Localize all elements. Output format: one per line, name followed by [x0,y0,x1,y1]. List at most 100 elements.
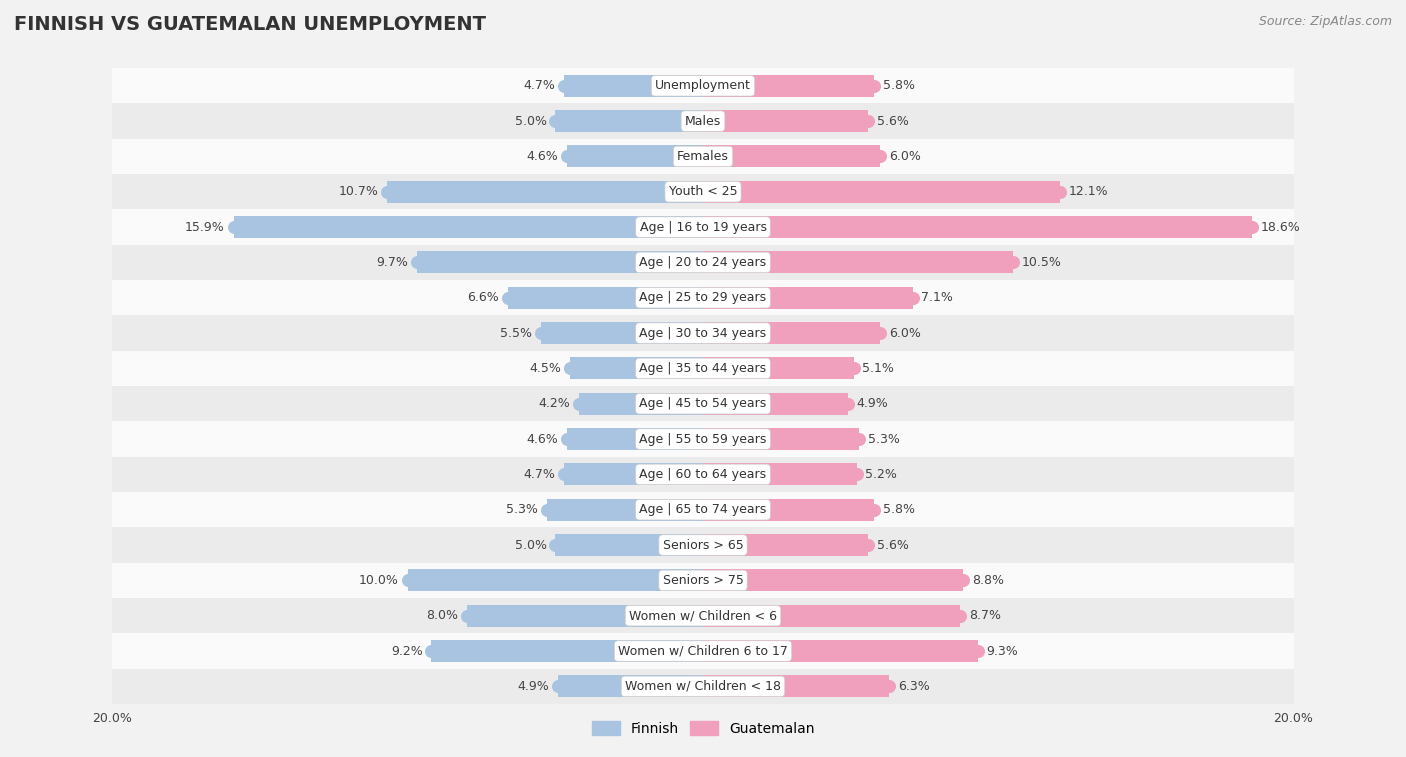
Text: Males: Males [685,114,721,128]
Bar [564,75,703,97]
Bar [567,145,703,167]
Text: Seniors > 75: Seniors > 75 [662,574,744,587]
Text: 9.7%: 9.7% [375,256,408,269]
Text: 5.5%: 5.5% [499,326,531,340]
Text: 8.7%: 8.7% [969,609,1001,622]
Text: 4.7%: 4.7% [523,468,555,481]
FancyBboxPatch shape [112,280,1294,316]
Bar [233,217,703,238]
Text: Women w/ Children < 18: Women w/ Children < 18 [626,680,780,693]
Text: 10.5%: 10.5% [1022,256,1062,269]
Text: 5.1%: 5.1% [862,362,894,375]
Bar [703,322,880,344]
Text: 5.3%: 5.3% [506,503,537,516]
Bar [703,251,1012,273]
Text: Women w/ Children < 6: Women w/ Children < 6 [628,609,778,622]
Text: Age | 65 to 74 years: Age | 65 to 74 years [640,503,766,516]
Bar [703,569,963,591]
Bar [703,217,1253,238]
Bar [555,534,703,556]
Text: FINNISH VS GUATEMALAN UNEMPLOYMENT: FINNISH VS GUATEMALAN UNEMPLOYMENT [14,15,486,34]
Bar [703,463,856,485]
Text: 8.8%: 8.8% [972,574,1004,587]
FancyBboxPatch shape [112,174,1294,210]
Text: 6.6%: 6.6% [468,291,499,304]
Bar [703,145,880,167]
Text: 5.6%: 5.6% [877,114,910,128]
Bar [579,393,703,415]
Text: Age | 60 to 64 years: Age | 60 to 64 years [640,468,766,481]
FancyBboxPatch shape [112,210,1294,245]
Bar [432,640,703,662]
Bar [703,287,912,309]
Text: Youth < 25: Youth < 25 [669,185,737,198]
Bar [508,287,703,309]
FancyBboxPatch shape [112,492,1294,528]
Bar [558,675,703,697]
Text: Age | 30 to 34 years: Age | 30 to 34 years [640,326,766,340]
FancyBboxPatch shape [112,350,1294,386]
FancyBboxPatch shape [112,528,1294,562]
Text: 15.9%: 15.9% [186,220,225,234]
FancyBboxPatch shape [112,68,1294,104]
FancyBboxPatch shape [112,316,1294,350]
Bar [703,605,960,627]
Text: 5.8%: 5.8% [883,79,915,92]
Legend: Finnish, Guatemalan: Finnish, Guatemalan [586,715,820,742]
FancyBboxPatch shape [112,422,1294,456]
Bar [703,534,869,556]
Bar [703,75,875,97]
Bar [703,357,853,379]
Text: Age | 45 to 54 years: Age | 45 to 54 years [640,397,766,410]
Text: 4.9%: 4.9% [517,680,550,693]
Bar [555,111,703,132]
Text: 10.7%: 10.7% [339,185,378,198]
Text: 12.1%: 12.1% [1069,185,1109,198]
Bar [703,499,875,521]
Text: Age | 35 to 44 years: Age | 35 to 44 years [640,362,766,375]
Text: Seniors > 65: Seniors > 65 [662,538,744,552]
Bar [387,181,703,203]
FancyBboxPatch shape [112,104,1294,139]
Bar [567,428,703,450]
Text: 5.3%: 5.3% [869,432,900,446]
Text: 4.7%: 4.7% [523,79,555,92]
Bar [540,322,703,344]
Text: Age | 25 to 29 years: Age | 25 to 29 years [640,291,766,304]
Text: 5.0%: 5.0% [515,114,547,128]
Bar [703,640,977,662]
Text: 5.8%: 5.8% [883,503,915,516]
FancyBboxPatch shape [112,668,1294,704]
Text: 5.2%: 5.2% [866,468,897,481]
Text: 7.1%: 7.1% [921,291,953,304]
Bar [547,499,703,521]
Text: 4.6%: 4.6% [527,150,558,163]
FancyBboxPatch shape [112,562,1294,598]
Text: 5.0%: 5.0% [515,538,547,552]
Text: 6.3%: 6.3% [898,680,929,693]
Bar [408,569,703,591]
FancyBboxPatch shape [112,634,1294,668]
Text: Women w/ Children 6 to 17: Women w/ Children 6 to 17 [619,644,787,658]
Text: 9.2%: 9.2% [391,644,422,658]
Bar [703,393,848,415]
Bar [416,251,703,273]
FancyBboxPatch shape [112,598,1294,634]
Text: 9.3%: 9.3% [987,644,1018,658]
Text: 4.9%: 4.9% [856,397,889,410]
Text: 4.2%: 4.2% [538,397,571,410]
Text: Age | 16 to 19 years: Age | 16 to 19 years [640,220,766,234]
Text: Unemployment: Unemployment [655,79,751,92]
Bar [467,605,703,627]
FancyBboxPatch shape [112,245,1294,280]
Text: 6.0%: 6.0% [889,150,921,163]
FancyBboxPatch shape [112,456,1294,492]
Text: Age | 20 to 24 years: Age | 20 to 24 years [640,256,766,269]
Bar [703,428,859,450]
Text: 8.0%: 8.0% [426,609,458,622]
Bar [571,357,703,379]
Text: 5.6%: 5.6% [877,538,910,552]
FancyBboxPatch shape [112,386,1294,422]
Text: 4.5%: 4.5% [530,362,561,375]
Text: Females: Females [678,150,728,163]
